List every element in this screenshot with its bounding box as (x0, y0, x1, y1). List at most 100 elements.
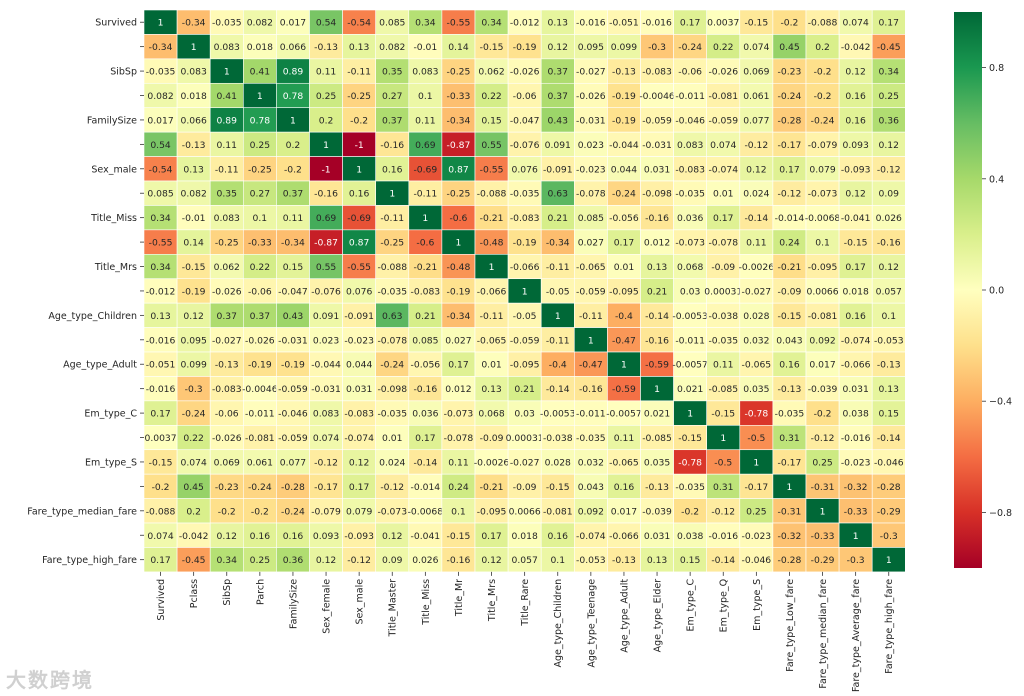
heatmap-cell-label: 0.11 (217, 140, 237, 151)
heatmap-cell (772, 9, 807, 35)
heatmap-cell-label: 0.017 (280, 18, 306, 29)
heatmap-cell (673, 34, 707, 60)
heatmap-cell-label: -0.16 (380, 140, 404, 151)
heatmap-cell-label: -0.24 (778, 91, 802, 102)
heatmap-cell-label: -0.45 (877, 42, 901, 53)
heatmap-cell (739, 547, 774, 573)
heatmap-cell-label: 0.15 (680, 555, 701, 566)
heatmap-cell-label: 0.093 (313, 531, 339, 542)
heatmap-cell-label: 0.074 (743, 42, 769, 53)
heatmap-cell-label: -0.29 (811, 555, 835, 566)
y-tick-label: Title_Mrs (94, 262, 137, 273)
heatmap-cell-label: -0.19 (612, 115, 636, 126)
heatmap-cell-label: -0.12 (380, 482, 404, 493)
heatmap-cell (805, 254, 840, 280)
heatmap-cell-label: 0.028 (743, 311, 769, 322)
heatmap-cell (143, 131, 178, 157)
heatmap-cell-label: -0.083 (642, 67, 672, 78)
heatmap-cell (706, 205, 741, 231)
heatmap-cell (507, 351, 542, 377)
x-tick-label: Title_Miss (421, 579, 432, 626)
heatmap-cell (176, 473, 211, 499)
heatmap-cell-label: -0.15 (182, 262, 206, 273)
heatmap-cell-label: 0.024 (379, 457, 405, 468)
heatmap-cell (871, 156, 906, 182)
heatmap-cell-label: 0.0037 (707, 18, 739, 29)
x-tick-label: SibSp (222, 579, 233, 606)
heatmap-cell-label: -0.046 (675, 115, 705, 126)
heatmap-cell-label: 0.12 (548, 42, 568, 53)
heatmap-cell (309, 327, 343, 353)
heatmap-cell (871, 327, 906, 353)
heatmap-cell (243, 498, 277, 524)
heatmap-cell (739, 327, 774, 353)
heatmap-cell-label: 0.076 (346, 286, 372, 297)
heatmap-cell-label: -0.16 (579, 384, 603, 395)
heatmap-cell-label: 0.099 (180, 360, 206, 371)
heatmap-cell (607, 302, 641, 328)
heatmap-cell (474, 327, 509, 353)
heatmap-cell-label: -0.15 (678, 433, 702, 444)
heatmap-cell-label: 0.012 (445, 384, 471, 395)
heatmap-cell (805, 327, 840, 353)
heatmap-cell-label: 0.25 (746, 506, 767, 517)
heatmap-cell-label: -0.19 (513, 42, 537, 53)
heatmap-cell (540, 547, 575, 573)
heatmap-cell-label: 0.023 (313, 335, 339, 346)
heatmap-cell-label: 0.082 (180, 189, 206, 200)
heatmap-cell (474, 205, 509, 231)
heatmap-cell-label: 0.12 (879, 262, 899, 273)
heatmap-cell-label: -0.023 (344, 335, 374, 346)
heatmap-cell-label: -0.21 (480, 482, 504, 493)
heatmap-cell-label: -0.11 (546, 335, 570, 346)
heatmap-cell-label: -0.059 (278, 433, 308, 444)
heatmap-cell-label: -0.28 (877, 482, 901, 493)
heatmap-cell-label: -0.59 (645, 360, 669, 371)
heatmap-cell (640, 254, 674, 280)
heatmap-cell-label: 1 (588, 335, 594, 346)
heatmap-cell-label: -0.17 (778, 140, 802, 151)
heatmap-cell-label: -0.073 (444, 409, 474, 420)
heatmap-cell (640, 473, 674, 499)
heatmap-cell (209, 205, 244, 231)
x-tick-label: Em_type_C (686, 579, 697, 632)
heatmap-cell-label: -0.026 (212, 433, 242, 444)
heatmap-cell-label: -0.2 (780, 18, 798, 29)
heatmap-cell (243, 34, 277, 60)
heatmap-cell-label: 0.17 (448, 360, 469, 371)
heatmap-cell-label: -0.0068 (805, 213, 841, 224)
heatmap-cell (805, 425, 840, 451)
heatmap-cell-label: -0.12 (347, 555, 371, 566)
heatmap-cell (573, 34, 608, 60)
heatmap-cell (243, 82, 277, 109)
heatmap-cell (276, 254, 310, 280)
heatmap-cell-label: 0.12 (382, 531, 402, 542)
heatmap-cell-label: 1 (323, 140, 329, 151)
heatmap-cell-label: -0.13 (182, 140, 206, 151)
heatmap-cell-label: 0.00031 (506, 433, 544, 444)
heatmap-cell (209, 449, 244, 475)
heatmap-cell-label: 0.027 (578, 238, 604, 249)
heatmap-cell-label: -0.035 (576, 433, 606, 444)
heatmap-cell-label: 0.082 (147, 91, 173, 102)
heatmap-cell-label: -0.16 (314, 189, 338, 200)
heatmap-cell-label: 0.031 (842, 384, 868, 395)
heatmap-cell-label: 0.068 (677, 262, 703, 273)
heatmap-cell-label: -0.2 (251, 506, 269, 517)
heatmap-cell (243, 449, 277, 475)
heatmap-cell (739, 156, 774, 182)
heatmap-cell-label: 0.55 (316, 262, 337, 273)
heatmap-cell-label: -0.076 (510, 140, 540, 151)
heatmap-cell (507, 9, 542, 35)
heatmap-cell-label: -0.16 (645, 213, 669, 224)
heatmap-cell-label: 0.074 (147, 531, 173, 542)
heatmap-cell-label: -0.21 (413, 262, 437, 273)
heatmap-cell-label: 0.12 (481, 555, 501, 566)
heatmap-cell-label: 0.55 (481, 140, 502, 151)
x-tick-label: Fare_type_median_fare (818, 579, 829, 689)
heatmap-cell-label: -0.28 (778, 555, 802, 566)
heatmap-cell-label: -0.14 (744, 213, 768, 224)
heatmap-cell (772, 107, 807, 133)
heatmap-cell (871, 473, 906, 499)
heatmap-cell-label: 0.082 (379, 42, 405, 53)
